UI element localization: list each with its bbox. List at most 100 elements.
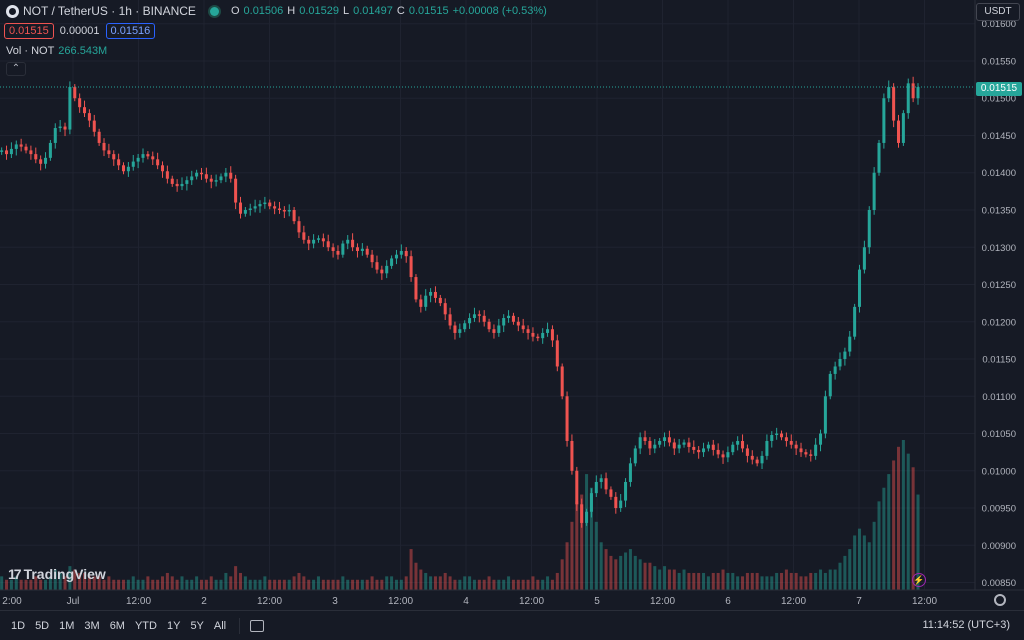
- volume-bar: [253, 579, 257, 590]
- volume-bar: [760, 576, 764, 590]
- volume-bar: [892, 460, 896, 590]
- time-tick-label: 7: [856, 596, 862, 607]
- candle-body: [726, 452, 730, 458]
- volume-bar: [9, 579, 13, 590]
- volume-bar: [706, 576, 710, 590]
- volume-bar: [321, 579, 325, 590]
- volume-bar: [604, 549, 608, 590]
- price-chart[interactable]: 0.01600 0.01550 0.01500 0.01450 0.01400 0.013…: [0, 0, 1024, 610]
- candle-body: [502, 318, 506, 326]
- candle-body: [14, 144, 18, 149]
- last-price-tag: 0.01515: [976, 82, 1022, 96]
- candle-body: [321, 238, 325, 242]
- collapse-legend-button[interactable]: ⌃: [6, 62, 26, 76]
- candle-body: [268, 202, 272, 207]
- timeframe-ytd[interactable]: YTD: [134, 619, 157, 632]
- candle-body: [165, 171, 169, 179]
- timeframe-1m[interactable]: 1M: [59, 619, 75, 632]
- volume-bar: [687, 572, 691, 590]
- candle-body: [833, 366, 837, 374]
- candle-body: [570, 440, 574, 471]
- timeframe-6m[interactable]: 6M: [109, 619, 125, 632]
- candle-body: [892, 87, 896, 121]
- candle-body: [843, 351, 847, 360]
- volume-bar: [653, 566, 657, 590]
- calendar-icon[interactable]: [250, 619, 265, 632]
- not-coin-icon: [6, 4, 19, 18]
- candle-body: [487, 321, 491, 330]
- symbol-title[interactable]: NOT / TetherUS · 1h · BINANCE: [23, 4, 196, 18]
- candle-body: [156, 159, 160, 166]
- volume-bar: [355, 579, 359, 590]
- volume-bar: [34, 576, 38, 590]
- volume-bar: [360, 579, 364, 590]
- currency-button[interactable]: USDT: [976, 3, 1020, 21]
- candle-body: [107, 150, 111, 155]
- candle-body: [589, 493, 593, 512]
- candle-body: [39, 159, 43, 164]
- timeframe-5y[interactable]: 5Y: [190, 619, 204, 632]
- volume-bar: [570, 521, 574, 590]
- volume-bar: [911, 467, 915, 590]
- candle-body: [507, 315, 511, 319]
- candle-body: [277, 208, 281, 210]
- candle-body: [882, 98, 886, 143]
- volume-bar: [599, 542, 603, 590]
- sell-price-button[interactable]: 0.01515: [4, 23, 54, 39]
- volume-bar: [843, 555, 847, 590]
- candle-body: [160, 165, 165, 172]
- time-tick-label: 12:00: [388, 596, 413, 607]
- volume-bar: [312, 579, 316, 590]
- volume-bar: [19, 579, 23, 590]
- candle-body: [546, 329, 550, 333]
- volume-bar: [409, 549, 413, 590]
- timeframe-5d[interactable]: 5D: [35, 619, 50, 632]
- candle-body: [351, 239, 355, 248]
- tradingview-logo-text: TradingView: [23, 566, 106, 582]
- candle-body: [585, 511, 589, 523]
- volume-bar: [560, 559, 564, 590]
- volume-bar: [185, 579, 189, 590]
- gear-icon[interactable]: [994, 594, 1006, 606]
- candle-body: [390, 258, 394, 266]
- candle-body: [414, 277, 418, 300]
- volume-bar: [487, 576, 491, 590]
- volume-bar: [589, 487, 593, 590]
- candle-body: [429, 291, 433, 296]
- lightning-icon[interactable]: ⚡: [912, 573, 926, 587]
- volume-bar: [819, 569, 823, 590]
- volume-bar: [443, 572, 447, 590]
- volume-bar: [784, 569, 788, 590]
- volume-bar: [585, 474, 589, 590]
- candle-body: [370, 254, 374, 263]
- timeframe-1y[interactable]: 1Y: [166, 619, 181, 632]
- candle-body: [433, 291, 437, 298]
- timeframe-1d[interactable]: 1D: [11, 619, 26, 632]
- volume-bar: [282, 579, 286, 590]
- clock[interactable]: 11:14:52 (UTC+3): [922, 619, 1010, 631]
- volume-bar: [204, 579, 208, 590]
- volume-bar: [209, 576, 213, 590]
- timeframe-all[interactable]: All: [213, 619, 227, 632]
- candle-body: [809, 454, 813, 456]
- tradingview-logo[interactable]: 17 TradingView: [8, 566, 106, 582]
- candle-body: [550, 329, 554, 341]
- candle-body: [706, 444, 710, 449]
- candle-body: [468, 318, 472, 324]
- timeframe-3m[interactable]: 3M: [84, 619, 100, 632]
- volume-bar: [292, 576, 296, 590]
- volume-bar: [160, 576, 165, 590]
- candle-body: [190, 176, 194, 181]
- candle-body: [302, 232, 306, 240]
- candle-body: [180, 183, 184, 187]
- volume-bar: [794, 572, 798, 590]
- volume-bar: [87, 576, 91, 590]
- volume-bar: [136, 579, 140, 590]
- volume-bar: [336, 579, 340, 590]
- candle-body: [380, 269, 384, 274]
- volume-bar: [346, 579, 350, 590]
- buy-price-button[interactable]: 0.01516: [105, 23, 156, 39]
- price-tick-label: 0.01200: [982, 317, 1016, 328]
- volume-bar: [526, 579, 530, 590]
- volume-bar: [365, 579, 369, 590]
